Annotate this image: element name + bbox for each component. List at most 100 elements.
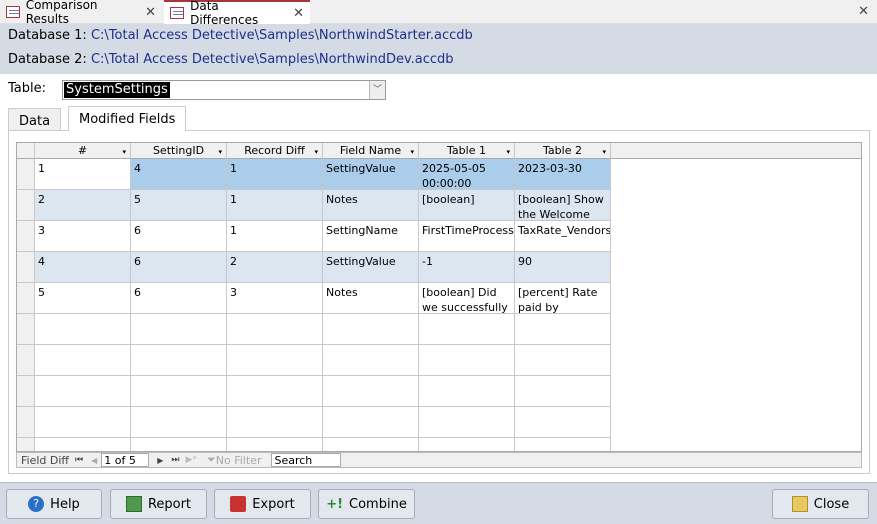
table-cell[interactable] [419, 407, 515, 438]
table-cell[interactable] [323, 345, 419, 376]
combine-icon: +! [326, 496, 344, 512]
table-cell[interactable]: 2 [35, 190, 131, 221]
tab-data-differences[interactable]: Data Differences ✕ [164, 0, 310, 27]
search-input[interactable]: Search [271, 453, 342, 467]
table-cell[interactable]: 2 [227, 252, 323, 283]
table-cell[interactable] [227, 376, 323, 407]
table-cell[interactable]: 5 [131, 190, 227, 221]
table-cell[interactable] [35, 345, 131, 376]
table-cell[interactable] [323, 407, 419, 438]
record-number-input[interactable]: 1 of 5 [101, 453, 150, 467]
table-cell[interactable] [131, 314, 227, 345]
table-cell[interactable] [131, 376, 227, 407]
column-dropdown-icon[interactable]: ▾ [218, 148, 222, 156]
table-cell[interactable] [419, 314, 515, 345]
column-dropdown-icon[interactable]: ▾ [602, 148, 606, 156]
table-cell[interactable] [227, 345, 323, 376]
table-cell[interactable] [35, 407, 131, 438]
table-cell[interactable]: 3 [35, 221, 131, 252]
column-header[interactable]: Table 1 ▾ [419, 143, 515, 159]
table-cell[interactable]: TaxRate_Vendors [515, 221, 611, 252]
table-cell[interactable] [515, 407, 611, 438]
close-window-icon[interactable]: ✕ [858, 4, 869, 19]
database-info-panel [0, 24, 877, 74]
combine-button[interactable]: +! Combine [318, 489, 415, 519]
table-cell[interactable]: SettingValue [323, 252, 419, 283]
no-filter-button[interactable]: No Filter [215, 453, 262, 467]
table-cell[interactable]: 90 [515, 252, 611, 283]
table-cell[interactable]: 1 [227, 221, 323, 252]
table-cell[interactable]: Notes [323, 283, 419, 314]
export-button[interactable]: Export [214, 489, 311, 519]
row-selector [17, 190, 35, 221]
column-dropdown-icon[interactable]: ▾ [410, 148, 414, 156]
first-record-icon[interactable]: ⏮ [75, 455, 84, 465]
table-cell[interactable] [515, 314, 611, 345]
table-cell[interactable]: 3 [227, 283, 323, 314]
chevron-down-icon[interactable]: ﹀ [369, 81, 385, 99]
table-cell[interactable]: 4 [35, 252, 131, 283]
column-header[interactable]: Record Diff ▾ [227, 143, 323, 159]
table-cell[interactable]: 1 [227, 159, 323, 190]
new-record-icon[interactable]: ▶* [185, 455, 197, 465]
tab-comparison-results[interactable]: Comparison Results ✕ [0, 0, 162, 26]
table-cell[interactable] [419, 438, 515, 451]
tab-modified-fields[interactable]: Modified Fields [68, 106, 187, 131]
table-cell[interactable]: Notes [323, 190, 419, 221]
table-cell[interactable] [35, 438, 131, 451]
table-cell[interactable] [323, 314, 419, 345]
table-cell[interactable] [515, 438, 611, 451]
last-record-icon[interactable]: ⏭ [171, 455, 180, 465]
table-cell[interactable] [35, 376, 131, 407]
column-header[interactable]: Table 2 ▾ [515, 143, 611, 159]
table-cell[interactable] [227, 438, 323, 451]
table-cell[interactable] [227, 314, 323, 345]
table-cell[interactable]: 2025-05-05 00:00:00 [419, 159, 515, 190]
table-cell[interactable]: 1 [35, 159, 131, 190]
table-cell[interactable]: 2023-03-30 [515, 159, 611, 190]
table-cell[interactable]: FirstTimeProcessingSuccess [419, 221, 515, 252]
table-cell[interactable]: 5 [35, 283, 131, 314]
column-header[interactable]: SettingID ▾ [131, 143, 227, 159]
table-cell[interactable]: [percent] Rate paid by [515, 283, 611, 314]
table-cell[interactable]: 1 [227, 190, 323, 221]
close-tab-icon[interactable]: ✕ [293, 5, 304, 21]
table-cell[interactable] [131, 407, 227, 438]
form-icon [170, 7, 185, 19]
table-cell[interactable]: SettingName [323, 221, 419, 252]
table-cell[interactable] [131, 438, 227, 451]
table-cell[interactable] [323, 438, 419, 451]
column-header[interactable]: Field Name ▾ [323, 143, 419, 159]
empty-header[interactable] [611, 143, 861, 159]
table-cell[interactable] [227, 407, 323, 438]
table-cell[interactable]: -1 [419, 252, 515, 283]
table-cell[interactable] [419, 345, 515, 376]
table-cell[interactable] [323, 376, 419, 407]
report-button[interactable]: Report [110, 489, 207, 519]
report-label: Report [147, 496, 192, 512]
table-cell[interactable] [35, 314, 131, 345]
column-dropdown-icon[interactable]: ▾ [314, 148, 318, 156]
next-record-icon[interactable]: ▶ [157, 455, 164, 465]
table-cell[interactable]: [boolean] Did we successfully [419, 283, 515, 314]
table-cell[interactable] [131, 345, 227, 376]
table-cell[interactable]: SettingValue [323, 159, 419, 190]
column-dropdown-icon[interactable]: ▾ [506, 148, 510, 156]
table-cell[interactable]: [boolean] Show the Welcome [515, 190, 611, 221]
close-tab-icon[interactable]: ✕ [145, 4, 156, 20]
table-cell[interactable]: 6 [131, 221, 227, 252]
table-cell[interactable] [419, 376, 515, 407]
help-button[interactable]: ? Help [6, 489, 102, 519]
close-button[interactable]: Close [772, 489, 869, 519]
table-cell[interactable]: 6 [131, 252, 227, 283]
table-cell[interactable]: 6 [131, 283, 227, 314]
table-cell[interactable] [515, 376, 611, 407]
table-cell[interactable] [515, 345, 611, 376]
previous-record-icon[interactable]: ◀ [91, 455, 98, 465]
table-cell[interactable]: 4 [131, 159, 227, 190]
column-header[interactable]: # ▾ [35, 143, 131, 159]
table-cell[interactable]: [boolean] [419, 190, 515, 221]
column-dropdown-icon[interactable]: ▾ [122, 148, 126, 156]
table-select[interactable]: SystemSettings ﹀ [62, 80, 386, 100]
tab-data[interactable]: Data [8, 108, 62, 131]
